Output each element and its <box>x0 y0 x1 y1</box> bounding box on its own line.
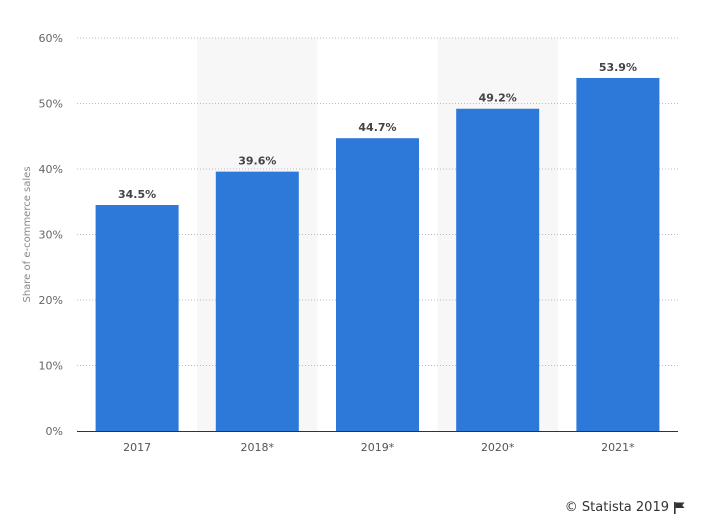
y-tick-label: 50% <box>39 98 63 111</box>
y-tick-label: 40% <box>39 163 63 176</box>
bar-2020 <box>456 108 540 432</box>
x-tick-label: 2017 <box>123 441 151 454</box>
x-tick-label: 2019* <box>361 441 395 454</box>
y-tick-label: 60% <box>39 32 63 45</box>
bar-2021 <box>576 77 660 431</box>
bar-2019 <box>336 138 419 431</box>
y-tick-label: 30% <box>39 229 63 242</box>
x-tick-label: 2021* <box>601 441 635 454</box>
bar-2017 <box>95 205 179 431</box>
y-tick-label: 0% <box>46 425 63 438</box>
credit-text: © Statista 2019 <box>564 500 669 515</box>
data-label: 39.6% <box>238 155 276 168</box>
statista-credit[interactable]: © Statista 2019 <box>565 500 685 515</box>
x-axis-ticks: 2017 2018* 2019* 2020* 2021* <box>123 441 635 454</box>
data-label: 49.2% <box>479 92 517 105</box>
bar-2018 <box>215 171 299 431</box>
y-tick-label: 10% <box>39 360 63 373</box>
y-tick-label: 20% <box>39 294 63 307</box>
data-labels: 34.5% 39.6% 44.7% 49.2% 53.9% <box>118 61 637 201</box>
y-axis-label: Share of e-commerce sales <box>22 166 33 302</box>
x-tick-label: 2020* <box>481 441 515 454</box>
data-label: 34.5% <box>118 188 156 201</box>
data-label: 44.7% <box>358 121 396 134</box>
y-axis-ticks: 0% 10% 20% 30% 40% 50% 60% <box>39 32 63 438</box>
bars <box>95 77 660 432</box>
data-label: 53.9% <box>599 61 637 74</box>
flag-icon <box>674 501 685 514</box>
x-tick-label: 2018* <box>241 441 275 454</box>
